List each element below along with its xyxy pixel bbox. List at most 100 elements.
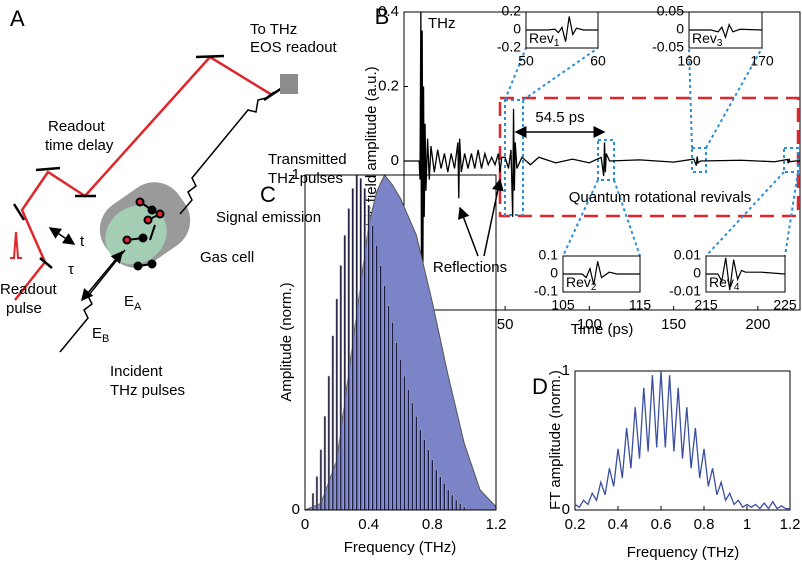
- bar: [335, 298, 339, 511]
- bar: [311, 493, 315, 511]
- y-tick-label: 0.2: [502, 3, 522, 19]
- diagram-label: Signal emission: [216, 209, 321, 226]
- diagram-label-main: Readout: [48, 118, 106, 135]
- diagram-label-main: Signal emission: [216, 209, 321, 226]
- revival-box: [498, 96, 800, 218]
- diagram-label: Gas cell: [200, 249, 254, 266]
- bar: [343, 235, 346, 511]
- x-tick-label: 1.2: [486, 516, 507, 533]
- zoom-line: [705, 171, 785, 257]
- diagram-label-sub: B: [102, 333, 109, 345]
- y-tick-label: 0: [550, 265, 558, 281]
- x-tick-label: 1: [743, 516, 751, 533]
- mirror: [12, 203, 26, 221]
- x-tick-label: 0: [301, 516, 309, 533]
- zoom-line: [562, 179, 599, 257]
- bar: [411, 402, 414, 511]
- molecules: [122, 197, 165, 271]
- bar: [331, 335, 335, 511]
- mirror: [39, 257, 53, 269]
- inset-bg: [706, 256, 785, 292]
- bar: [359, 178, 362, 511]
- inset-label: Rev4: [709, 274, 740, 293]
- inset-label: Rev2: [566, 274, 597, 293]
- diagram-label: τ: [68, 261, 74, 278]
- annotation: Reflections: [433, 259, 507, 276]
- bar: [319, 449, 323, 511]
- detector: [280, 74, 298, 94]
- bar: [315, 476, 319, 511]
- inset-label-main: Rev: [566, 274, 591, 290]
- reflection-arrow: [483, 178, 504, 257]
- x-tick-label: 215: [694, 297, 718, 313]
- inset-label-sub: 2: [591, 282, 597, 293]
- zoom-box: [597, 139, 615, 181]
- diagram-label: t: [80, 233, 85, 250]
- inset-label-sub: 4: [734, 282, 740, 293]
- bar: [327, 375, 331, 511]
- bar: [363, 188, 366, 511]
- y-tick-label: 0: [513, 21, 521, 37]
- inset-label-sub: 3: [717, 38, 723, 49]
- mirror: [35, 166, 61, 172]
- bar: [383, 285, 386, 511]
- annotation: 54.5 ps: [535, 109, 584, 126]
- diagram-label-sub: A: [134, 301, 142, 313]
- panel-a-drawing: [10, 54, 298, 353]
- bar: [347, 208, 350, 511]
- x-tick-label: 1.2: [780, 516, 801, 533]
- trace: [404, 11, 800, 311]
- bar: [395, 342, 398, 511]
- diagram-label-main: E: [92, 325, 102, 342]
- bar: [415, 415, 418, 511]
- bar: [379, 265, 382, 511]
- bar: [351, 188, 354, 511]
- bar: [403, 375, 406, 511]
- mirror: [195, 54, 225, 59]
- panel-letter: A: [10, 6, 25, 31]
- readout-pulse-shape: [10, 231, 22, 259]
- bar: [435, 469, 438, 511]
- transmitted-pulse-path: [179, 91, 275, 215]
- bar: [427, 449, 430, 511]
- x-tick-label: 225: [773, 297, 797, 313]
- trace: [574, 370, 790, 510]
- diagram-label: EOS readout: [250, 39, 338, 56]
- inset-label-main: Rev: [692, 30, 717, 46]
- inset-label-sub: 1: [554, 38, 560, 49]
- zoom-box: [504, 99, 524, 216]
- bar: [447, 489, 450, 511]
- diagram-label: EA: [124, 293, 142, 313]
- x-axis-label: Frequency (THz): [344, 539, 457, 556]
- inset-label: Rev3: [692, 30, 723, 49]
- gas-cell: [99, 182, 191, 268]
- x-tick-label: 0.8: [694, 516, 715, 533]
- y-tick-label: 0: [292, 501, 300, 518]
- bar: [407, 389, 410, 511]
- zoom-line: [784, 171, 799, 257]
- x-tick-label: 0.8: [422, 516, 443, 533]
- x-tick-label: 50: [497, 316, 514, 333]
- bar: [451, 494, 454, 511]
- y-tick-label: 1: [562, 362, 570, 379]
- zoom-line: [688, 47, 693, 149]
- diagram-label-main: τ: [68, 261, 74, 278]
- y-tick-label: -0.1: [534, 283, 558, 299]
- x-tick-label: 150: [661, 316, 686, 333]
- panel-b-decoration: [458, 47, 800, 257]
- x-tick-label: 60: [590, 53, 606, 69]
- bar: [439, 476, 442, 511]
- bar: [423, 439, 426, 511]
- bar: [419, 429, 422, 511]
- y-tick-label: 0: [391, 152, 399, 169]
- diagram-label-main: time delay: [45, 137, 114, 154]
- diagram-label-main: THz pulses: [110, 382, 185, 399]
- bar: [443, 482, 446, 511]
- y-tick-label: 0: [693, 265, 701, 281]
- bar: [367, 204, 370, 511]
- diagram-label: Readout: [0, 281, 58, 298]
- bar: [431, 459, 434, 511]
- zoom-box: [783, 147, 799, 173]
- zoom-line: [705, 47, 763, 149]
